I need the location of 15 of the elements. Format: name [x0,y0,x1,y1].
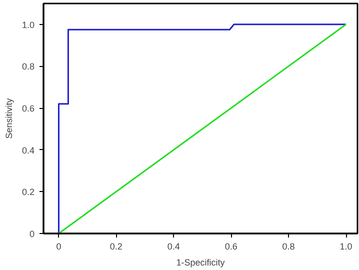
x-tick-label: 0.4 [167,242,180,252]
y-tick-label: 0.6 [22,104,35,114]
x-tick-label: 0.6 [224,242,238,252]
line-series [58,24,347,234]
x-tick-label: 0 [56,242,62,252]
y-tick-label: 1.0 [22,20,35,30]
y-tick-label: 0.2 [22,187,35,198]
x-tick-label: 1.0 [340,242,352,252]
y-tick-label: 0.4 [22,145,35,156]
x-axis-title: 1-Specificity [176,258,226,268]
x-tick-label: 0.2 [110,242,122,252]
y-tick-label: 0.8 [22,62,35,72]
y-tick-label: 0 [29,229,35,239]
y-axis-title: Sensitivity [4,98,14,139]
x-tick-label: 0.8 [282,242,295,252]
